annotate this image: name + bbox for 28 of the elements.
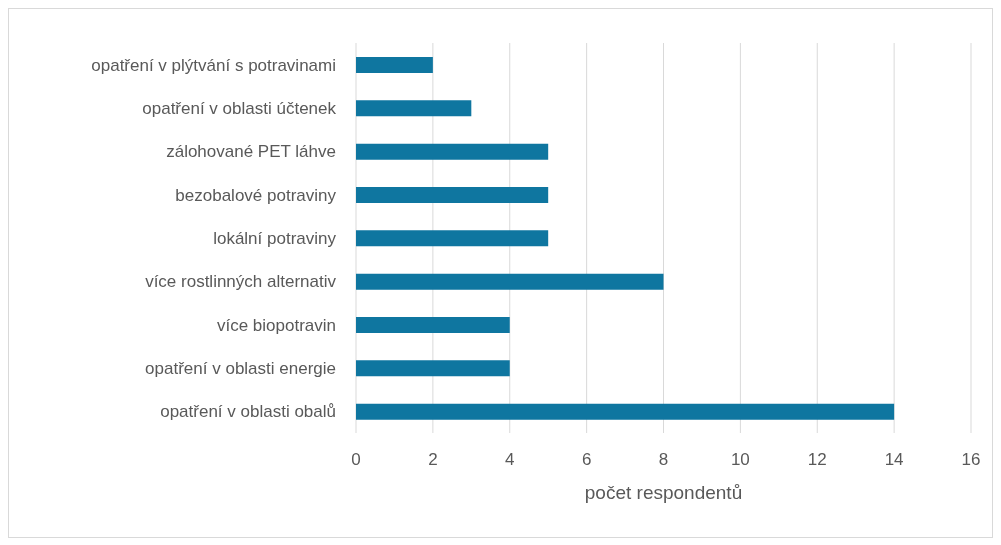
x-tick-label: 2 (428, 450, 438, 470)
x-tick-label: 8 (658, 450, 669, 470)
y-tick-label: opatření v oblasti účtenek (142, 99, 337, 119)
bar (356, 403, 895, 420)
y-tick-label: opatření v oblasti energie (145, 359, 336, 379)
y-tick-label: bezobalové potraviny (175, 185, 337, 205)
x-tick-label: 4 (505, 450, 515, 470)
bar (356, 230, 549, 247)
bar (356, 57, 433, 73)
bar (356, 273, 664, 290)
y-tick-label: opatření v oblasti obalů (160, 402, 336, 422)
bar (356, 143, 549, 160)
x-tick-label: 14 (884, 450, 904, 470)
x-tick-label: 6 (581, 450, 592, 470)
bar (356, 317, 510, 333)
x-tick-label: 16 (961, 450, 981, 470)
bar (356, 100, 472, 117)
y-tick-label: více rostlinných alternativ (145, 272, 337, 292)
x-tick-label: 0 (351, 450, 361, 470)
x-axis-title: počet respondentů (584, 482, 743, 503)
bar (356, 360, 510, 377)
x-tick-label: 12 (807, 450, 827, 470)
bar (356, 187, 549, 203)
x-tick-label: 10 (730, 450, 750, 470)
y-tick-label: zálohované PET láhve (166, 142, 336, 162)
y-tick-label: opatření v plýtvání s potravinami (91, 55, 336, 75)
y-tick-label: více biopotravin (216, 315, 336, 335)
y-tick-label: lokální potraviny (213, 229, 337, 249)
